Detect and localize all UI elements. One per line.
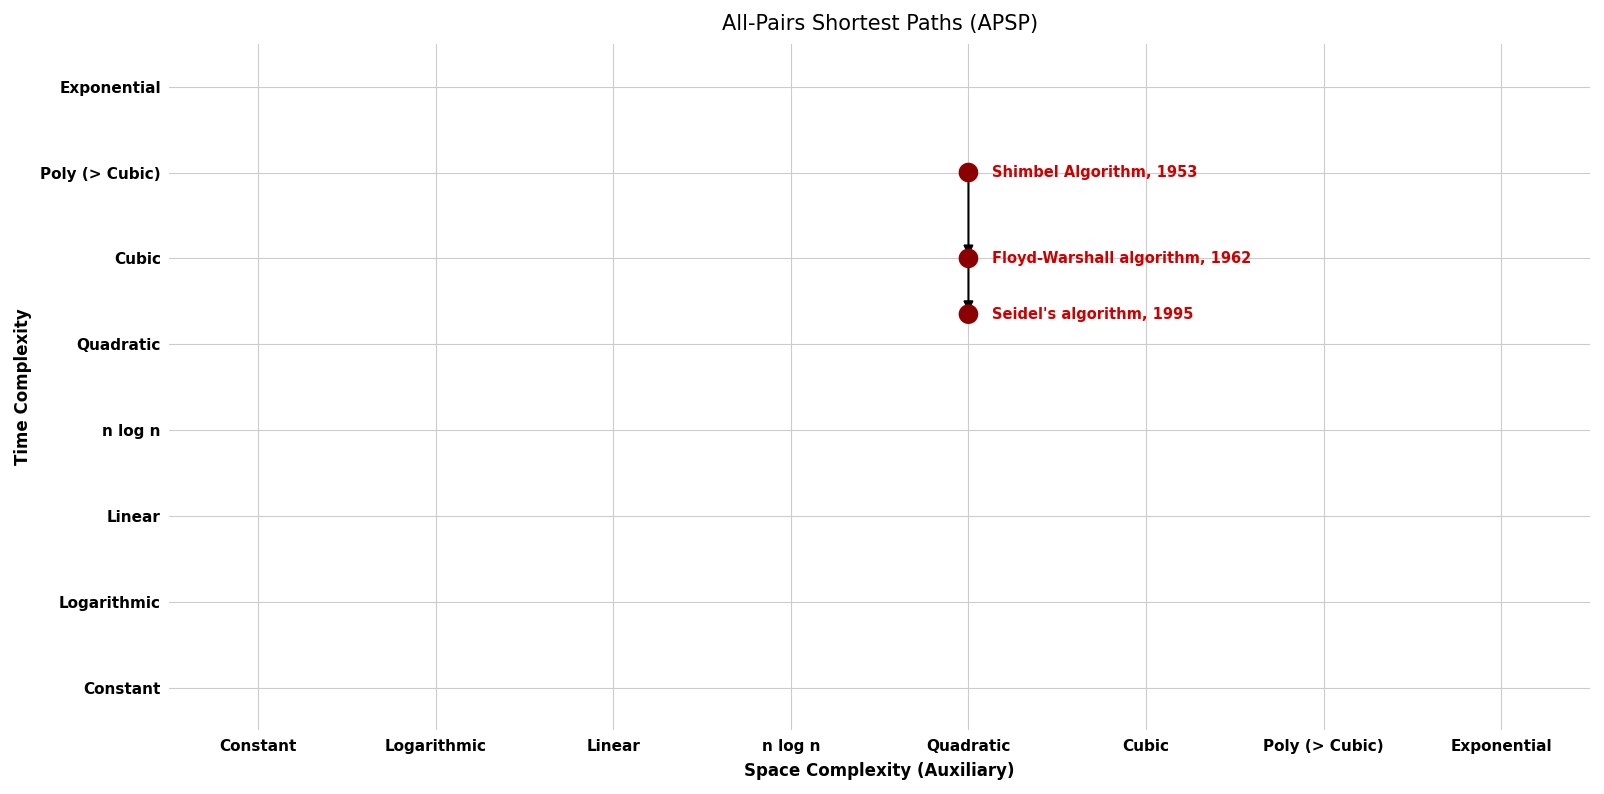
X-axis label: Space Complexity (Auxiliary): Space Complexity (Auxiliary) [744, 762, 1015, 781]
Title: All-Pairs Shortest Paths (APSP): All-Pairs Shortest Paths (APSP) [722, 13, 1038, 34]
Point [956, 252, 982, 264]
Text: Seidel's algorithm, 1995: Seidel's algorithm, 1995 [991, 306, 1193, 322]
Y-axis label: Time Complexity: Time Complexity [14, 309, 32, 465]
Text: Floyd-Warshall algorithm, 1962: Floyd-Warshall algorithm, 1962 [991, 251, 1251, 266]
Point [956, 166, 982, 179]
Text: Shimbel Algorithm, 1953: Shimbel Algorithm, 1953 [991, 165, 1197, 180]
Point [956, 308, 982, 321]
